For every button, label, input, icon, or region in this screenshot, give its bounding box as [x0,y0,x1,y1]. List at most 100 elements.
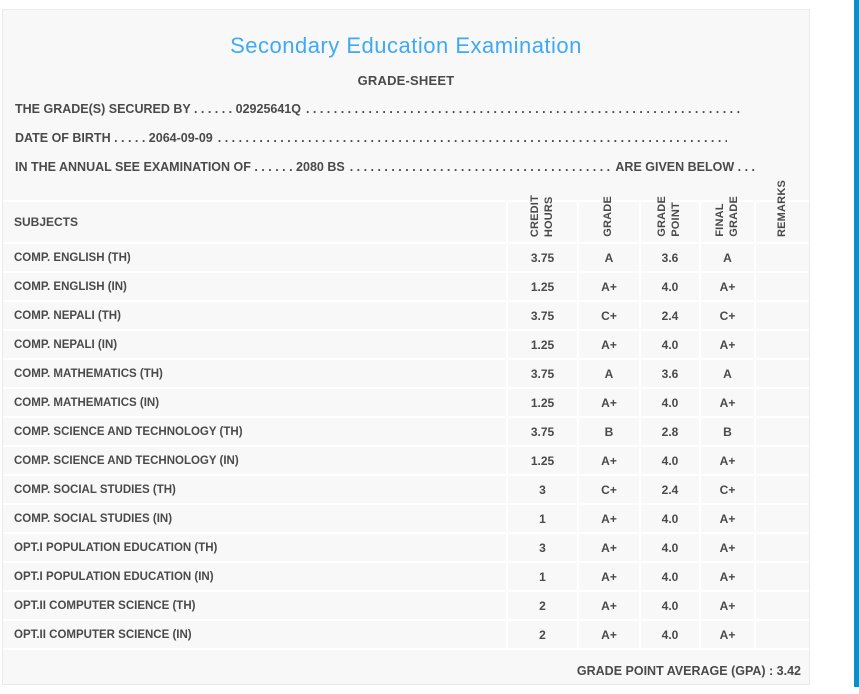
final-grade-cell: A+ [699,621,754,648]
remarks-label: REMARKS [775,179,788,237]
column-header-credit-hours: CREDIT HOURS [506,195,577,242]
final-grade-cell: A+ [699,592,754,619]
grade-point-cell: 4.0 [639,389,699,416]
column-header-final-grade: FINAL GRADE [699,196,754,242]
table-row: COMP. SOCIAL STUDIES (TH) 3 C+ 2.4 C+ [3,474,809,503]
table-row: OPT.II COMPUTER SCIENCE (IN) 2 A+ 4.0 A+ [3,619,809,648]
grade-sheet-heading: GRADE-SHEET [357,73,455,88]
remarks-cell [754,244,809,271]
table-row: OPT.II COMPUTER SCIENCE (TH) 2 A+ 4.0 A+ [3,590,809,619]
page-title: Secondary Education Examination [230,33,582,58]
column-header-subjects: SUBJECTS [14,215,79,229]
grade-cell: A [577,360,639,387]
grade-table-body: COMP. ENGLISH (TH) 3.75 A 3.6 A COMP. EN… [3,242,809,648]
table-row: COMP. MATHEMATICS (TH) 3.75 A 3.6 A [3,358,809,387]
table-row: COMP. SCIENCE AND TECHNOLOGY (IN) 1.25 A… [3,445,809,474]
credit-hours-cell: 3.75 [506,302,577,329]
dotted-leader: . . . . . . . . . . . . . . . . . . . . … [305,102,743,116]
credit-hours-cell: 1.25 [506,273,577,300]
grades-secured-line: THE GRADE(S) SECURED BY . . . . . . 0292… [15,102,743,116]
table-row: COMP. SCIENCE AND TECHNOLOGY (TH) 3.75 B… [3,416,809,445]
final-grade-label: FINAL GRADE [713,196,740,237]
subject-cell: COMP. ENGLISH (IN) [14,280,127,293]
credit-hours-cell: 3 [506,534,577,561]
grade-point-cell: 3.6 [639,244,699,271]
final-grade-cell: A+ [699,389,754,416]
grade-cell: A+ [577,273,639,300]
remarks-cell [754,302,809,329]
credit-hours-cell: 3.75 [506,360,577,387]
grade-point-cell: 4.0 [639,505,699,532]
column-header-grade-point: GRADE POINT [639,196,699,242]
remarks-cell [754,418,809,445]
grade-cell: C+ [577,476,639,503]
gpa-row: GRADE POINT AVERAGE (GPA) : 3.42 [3,648,809,684]
grade-cell: A+ [577,505,639,532]
remarks-cell [754,621,809,648]
column-header-grade: GRADE [577,196,639,242]
grade-point-cell: 4.0 [639,447,699,474]
subject-cell: COMP. SOCIAL STUDIES (IN) [14,512,173,525]
final-grade-cell: A [699,360,754,387]
remarks-cell [754,592,809,619]
subject-cell: COMP. NEPALI (IN) [14,338,118,351]
credit-hours-cell: 1 [506,563,577,590]
final-grade-cell: A+ [699,331,754,358]
grade-point-cell: 2.8 [639,418,699,445]
remarks-cell [754,476,809,503]
subject-cell: OPT.II COMPUTER SCIENCE (IN) [14,628,192,641]
grade-point-cell: 4.0 [639,621,699,648]
table-row: COMP. ENGLISH (TH) 3.75 A 3.6 A [3,242,809,271]
subject-cell: COMP. SOCIAL STUDIES (TH) [14,483,176,496]
table-row: COMP. SOCIAL STUDIES (IN) 1 A+ 4.0 A+ [3,503,809,532]
dotted-leader: . . . . . . . . . . . . . . . . . . . . … [349,160,611,174]
grade-cell: A+ [577,447,639,474]
column-header-remarks: REMARKS [754,180,809,242]
remarks-cell [754,360,809,387]
grade-point-cell: 4.0 [639,534,699,561]
table-row: COMP. MATHEMATICS (IN) 1.25 A+ 4.0 A+ [3,387,809,416]
grade-point-cell: 2.4 [639,302,699,329]
remarks-cell [754,389,809,416]
grade-cell: C+ [577,302,639,329]
subject-cell: OPT.I POPULATION EDUCATION (IN) [14,570,214,583]
grade-label: GRADE [602,196,615,237]
final-grade-cell: A+ [699,505,754,532]
grade-cell: A+ [577,331,639,358]
grade-table-header: SUBJECTS CREDIT HOURS GRADE GRADE POINT … [3,180,809,242]
grade-cell: A [577,244,639,271]
final-grade-cell: B [699,418,754,445]
grade-point-label: GRADE POINT [656,196,682,237]
grade-point-cell: 4.0 [639,331,699,358]
grades-secured-text: THE GRADE(S) SECURED BY . . . . . . 0292… [15,102,301,116]
subject-cell: COMP. ENGLISH (TH) [14,251,131,264]
examination-year-text: IN THE ANNUAL SEE EXAMINATION OF . . . .… [15,160,345,174]
grade-point-cell: 4.0 [639,273,699,300]
final-grade-cell: A+ [699,447,754,474]
grade-point-cell: 2.4 [639,476,699,503]
grade-cell: A+ [577,534,639,561]
credit-hours-cell: 1.25 [506,389,577,416]
credit-hours-cell: 3 [506,476,577,503]
subject-cell: OPT.I POPULATION EDUCATION (TH) [14,541,218,554]
final-grade-cell: C+ [699,476,754,503]
gpa-value: GRADE POINT AVERAGE (GPA) : 3.42 [576,664,801,678]
remarks-cell [754,534,809,561]
grade-point-cell: 4.0 [639,563,699,590]
credit-hours-cell: 2 [506,592,577,619]
grade-table: SUBJECTS CREDIT HOURS GRADE GRADE POINT … [3,180,809,684]
grade-cell: A+ [577,389,639,416]
subject-cell: COMP. NEPALI (TH) [14,309,121,322]
final-grade-cell: A+ [699,563,754,590]
table-row: OPT.I POPULATION EDUCATION (IN) 1 A+ 4.0… [3,561,809,590]
grade-cell: A+ [577,621,639,648]
final-grade-cell: A+ [699,534,754,561]
subject-cell: OPT.II COMPUTER SCIENCE (TH) [14,599,196,612]
credit-hours-cell: 1.25 [506,447,577,474]
scrollbar-thumb[interactable] [854,0,859,687]
credit-hours-cell: 2 [506,621,577,648]
table-row: COMP. NEPALI (TH) 3.75 C+ 2.4 C+ [3,300,809,329]
remarks-cell [754,505,809,532]
table-row: COMP. NEPALI (IN) 1.25 A+ 4.0 A+ [3,329,809,358]
